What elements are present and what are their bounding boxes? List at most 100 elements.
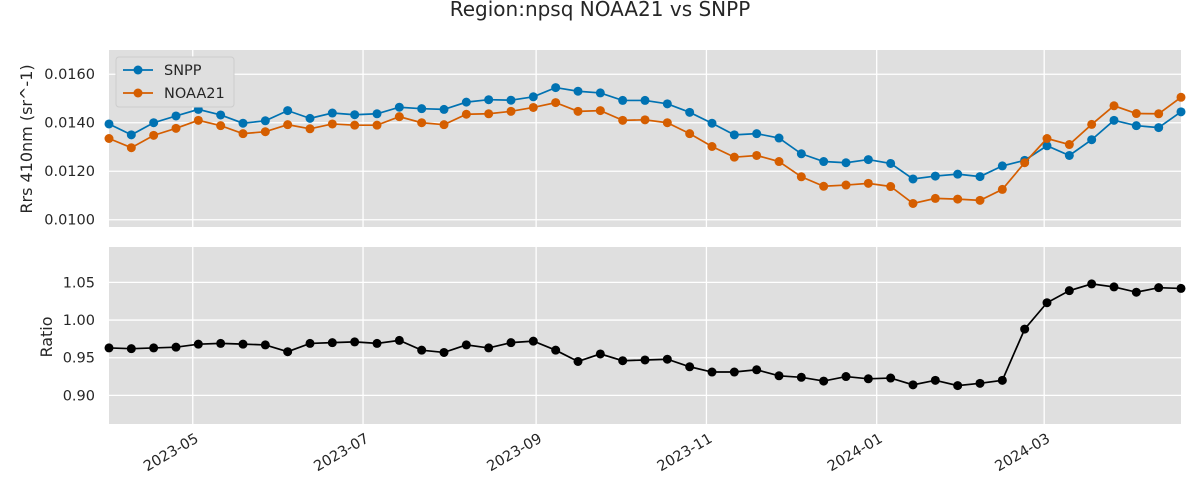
bottom-point-0-1 — [126, 344, 136, 354]
bottom-point-0-6 — [238, 339, 248, 349]
top-point-1-43 — [1064, 140, 1074, 150]
top-point-1-30 — [774, 157, 784, 167]
top-point-1-19 — [528, 102, 538, 112]
bottom-point-0-41 — [1020, 324, 1030, 334]
bottom-point-0-2 — [149, 343, 159, 353]
bottom-point-0-11 — [350, 337, 360, 347]
legend: SNPP NOAA21 — [115, 56, 235, 108]
bottom-panel: 0.90 0.95 1.00 1.05 Ratio — [37, 247, 1186, 424]
top-point-1-33 — [841, 180, 851, 190]
chart-title: Region:npsq NOAA21 vs SNPP — [450, 0, 751, 21]
top-y-tick-3: 0.0160 — [44, 67, 95, 83]
top-point-1-6 — [238, 129, 248, 139]
top-point-0-15 — [439, 104, 449, 114]
top-point-0-13 — [394, 102, 404, 112]
top-y-tick-0: 0.0100 — [44, 213, 95, 229]
x-tick-0: 2023-05 — [141, 431, 201, 475]
top-point-0-8 — [283, 106, 293, 116]
top-point-1-13 — [394, 112, 404, 122]
top-point-1-47 — [1154, 109, 1164, 119]
top-point-0-0 — [104, 119, 114, 129]
bottom-point-0-46 — [1131, 287, 1141, 297]
bottom-y-tick-labels: 0.90 0.95 1.00 1.05 — [63, 275, 95, 404]
top-point-0-21 — [573, 86, 583, 96]
bottom-point-0-39 — [975, 378, 985, 388]
top-series — [104, 83, 1186, 208]
top-point-0-11 — [350, 110, 360, 120]
bottom-point-0-9 — [305, 338, 315, 348]
top-point-0-48 — [1176, 107, 1186, 117]
legend-label-noaa21: NOAA21 — [164, 86, 225, 102]
bottom-point-0-42 — [1042, 298, 1052, 308]
top-point-1-46 — [1131, 109, 1141, 119]
bottom-point-0-26 — [685, 362, 695, 372]
top-point-1-12 — [372, 120, 382, 130]
top-point-0-10 — [327, 108, 337, 118]
top-point-0-42 — [1042, 141, 1052, 151]
bottom-point-0-43 — [1064, 286, 1074, 296]
top-y-axis-label: Rrs 410nm (sr^-1) — [17, 64, 36, 213]
top-point-0-37 — [930, 171, 940, 181]
top-point-1-29 — [752, 150, 762, 160]
top-point-0-35 — [886, 158, 896, 168]
top-point-0-44 — [1087, 135, 1097, 145]
top-point-1-11 — [350, 120, 360, 130]
bottom-plot-area — [109, 247, 1181, 424]
top-point-1-7 — [260, 127, 270, 137]
bottom-point-0-5 — [216, 338, 226, 348]
top-y-tick-2: 0.0140 — [44, 116, 95, 132]
top-point-1-9 — [305, 124, 315, 134]
bottom-point-0-47 — [1154, 283, 1164, 293]
top-point-1-1 — [126, 143, 136, 153]
bottom-gridlines — [109, 247, 1181, 424]
bottom-y-tick-3: 1.05 — [63, 275, 95, 291]
top-point-0-18 — [506, 95, 516, 105]
legend-marker-noaa21 — [133, 88, 143, 98]
top-point-0-29 — [752, 129, 762, 139]
top-point-0-34 — [863, 155, 873, 165]
bottom-y-tick-0: 0.90 — [63, 388, 95, 404]
bottom-point-0-12 — [372, 338, 382, 348]
bottom-point-0-32 — [819, 376, 829, 386]
top-point-1-41 — [1020, 158, 1030, 168]
bottom-y-axis-label: Ratio — [37, 316, 56, 357]
top-point-1-45 — [1109, 101, 1119, 111]
top-point-1-22 — [595, 106, 605, 116]
bottom-point-0-20 — [551, 345, 561, 355]
top-point-0-39 — [975, 172, 985, 182]
top-point-0-1 — [126, 130, 136, 140]
top-point-0-24 — [640, 95, 650, 105]
bottom-point-0-4 — [193, 339, 203, 349]
top-point-0-46 — [1131, 121, 1141, 131]
top-point-1-25 — [662, 118, 672, 128]
top-point-1-35 — [886, 182, 896, 192]
bottom-point-0-36 — [908, 380, 918, 390]
bottom-point-0-23 — [618, 356, 628, 366]
top-point-1-31 — [796, 172, 806, 182]
top-point-0-32 — [819, 157, 829, 167]
top-point-1-18 — [506, 106, 516, 116]
top-point-0-9 — [305, 113, 315, 123]
top-point-0-23 — [618, 95, 628, 105]
bottom-point-0-13 — [394, 335, 404, 345]
top-point-1-48 — [1176, 92, 1186, 102]
top-point-0-26 — [685, 107, 695, 117]
top-point-0-33 — [841, 158, 851, 168]
bottom-point-0-29 — [752, 365, 762, 375]
bottom-point-0-40 — [997, 375, 1007, 385]
top-point-1-38 — [953, 194, 963, 204]
top-point-0-12 — [372, 109, 382, 119]
bottom-point-0-34 — [863, 374, 873, 384]
top-point-0-31 — [796, 149, 806, 159]
top-point-1-10 — [327, 119, 337, 129]
bottom-point-0-30 — [774, 371, 784, 381]
bottom-point-0-27 — [707, 367, 717, 377]
top-point-0-2 — [149, 118, 159, 128]
top-point-1-20 — [551, 98, 561, 108]
bottom-point-0-38 — [953, 381, 963, 391]
bottom-point-0-33 — [841, 372, 851, 382]
top-point-1-34 — [863, 178, 873, 188]
top-point-1-17 — [484, 109, 494, 119]
top-y-tick-1: 0.0120 — [44, 164, 95, 180]
